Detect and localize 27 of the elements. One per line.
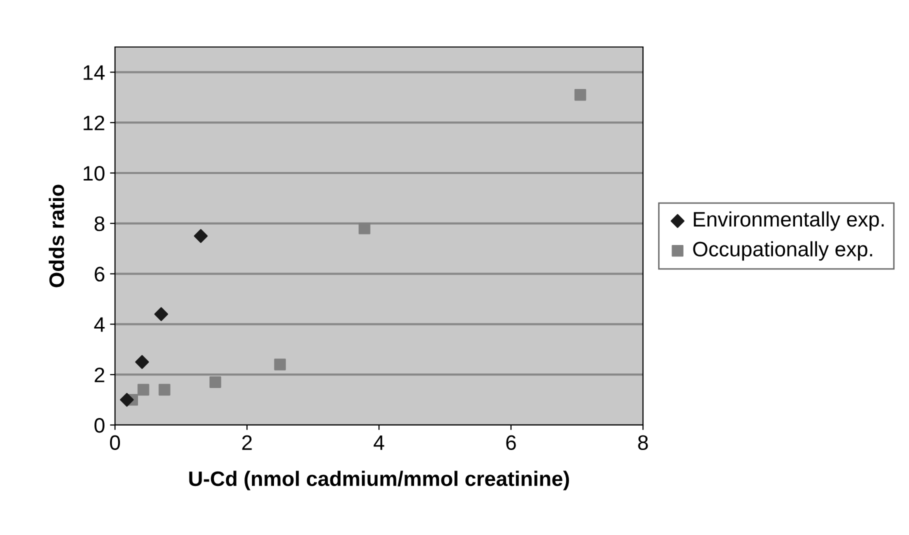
point — [358, 222, 370, 234]
y-tick-label: 12 — [84, 116, 104, 130]
x-tick-label: 2 — [242, 435, 252, 450]
x-tick-label: 0 — [110, 435, 120, 450]
legend-label: Environmentally exp. — [694, 211, 884, 231]
y-tick-label: 8 — [94, 216, 104, 232]
x-axis-title: U-Cd (nmol cadmium/mmol creatinine) — [189, 470, 569, 490]
x-tick-label: 8 — [638, 435, 648, 450]
point — [135, 355, 149, 369]
point — [574, 89, 586, 101]
y-tick-label: 2 — [94, 368, 104, 382]
y-tick-label: 10 — [84, 166, 104, 181]
point — [274, 358, 286, 370]
point — [209, 376, 222, 388]
point — [158, 384, 170, 396]
y-axis-title: Odds ratio — [48, 184, 64, 288]
y-tick-label: 0 — [94, 418, 104, 433]
point — [154, 307, 168, 322]
x-tick-label: 6 — [506, 435, 516, 450]
point — [120, 392, 134, 407]
y-tick-label: 14 — [84, 65, 105, 80]
x-tick-label: 4 — [374, 435, 384, 450]
y-tick-label: 4 — [94, 317, 105, 332]
y-tick-label: 6 — [94, 266, 104, 282]
point — [194, 229, 208, 243]
point — [138, 384, 150, 396]
legend-label: Occupationally exp. — [693, 241, 872, 261]
